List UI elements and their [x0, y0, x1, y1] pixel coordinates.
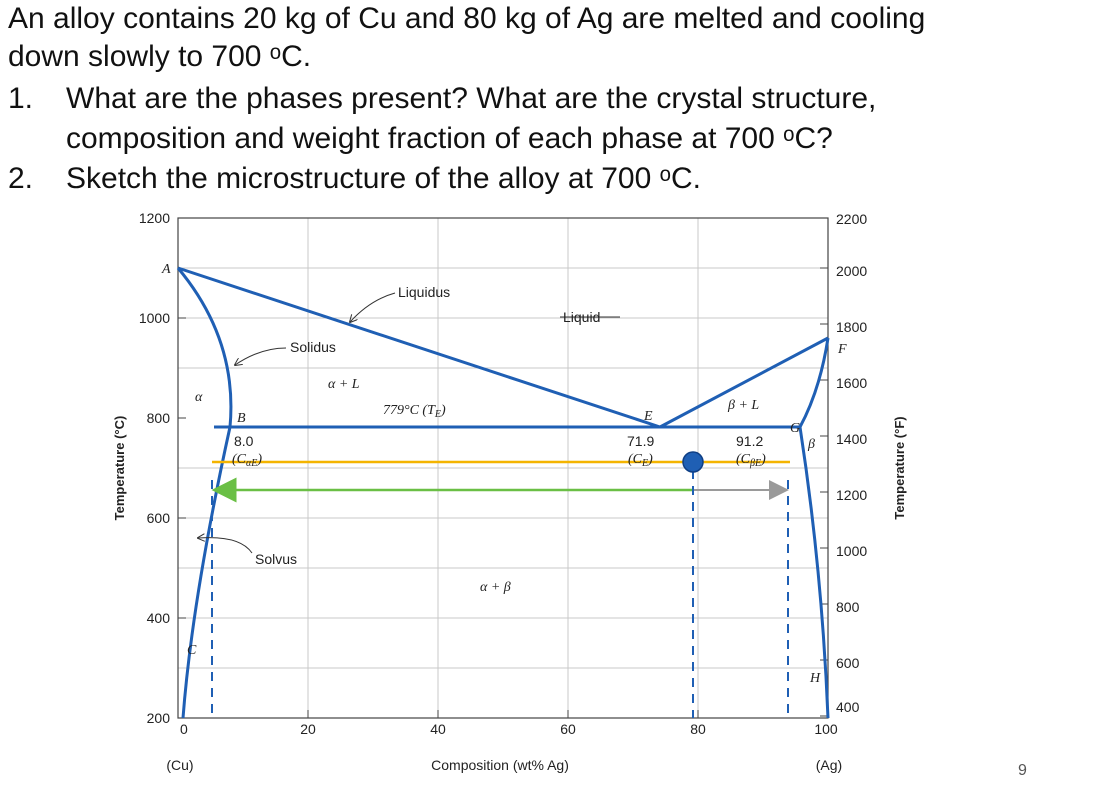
x-end-cu: (Cu) — [166, 757, 193, 773]
y-right-tick-2200: 2200 — [836, 211, 867, 227]
y-right-tick-1200: 1200 — [836, 487, 867, 503]
point-f: F — [837, 342, 847, 357]
label-solvus: Solvus — [255, 551, 297, 567]
y-left-tick-800: 800 — [147, 410, 171, 426]
y-right-tick-1800: 1800 — [836, 319, 867, 335]
x-tick-80: 80 — [690, 721, 706, 737]
x-tick-40: 40 — [430, 721, 446, 737]
left-axis-title: Temperature (°C) — [112, 416, 127, 521]
alloy-point — [683, 452, 703, 472]
y-left-tick-600: 600 — [147, 510, 171, 526]
label-alpha-plus-l: α + L — [328, 377, 360, 392]
y-left-tick-400: 400 — [147, 610, 171, 626]
c-beta-value: 91.2 — [736, 433, 763, 449]
c-e-label: (CE) — [628, 452, 653, 469]
label-liquidus: Liquidus — [398, 284, 450, 300]
y-left-tick-1200: 1200 — [139, 210, 170, 226]
y-right-tick-400: 400 — [836, 699, 860, 715]
point-b: B — [237, 411, 246, 426]
point-g: G — [790, 421, 800, 436]
point-a: A — [161, 262, 171, 277]
bottom-axis-ticks — [308, 710, 698, 718]
label-solidus: Solidus — [290, 339, 336, 355]
c-e-value: 71.9 — [627, 433, 654, 449]
liquidus-right — [660, 338, 828, 427]
phase-boundaries — [178, 268, 828, 718]
x-tick-100: 100 — [814, 721, 838, 737]
y-right-tick-1400: 1400 — [836, 431, 867, 447]
x-tick-60: 60 — [560, 721, 576, 737]
c-alpha-value: 8.0 — [234, 433, 254, 449]
right-axis-title: Temperature (°F) — [892, 416, 907, 519]
y-left-tick-1000: 1000 — [139, 310, 170, 326]
label-eutectic-temp: 779°C (TE) — [383, 403, 446, 420]
label-liquid: Liquid — [563, 309, 600, 325]
x-axis-title: Composition (wt% Ag) — [431, 757, 569, 773]
label-beta-phase: β — [807, 437, 815, 452]
x-tick-20: 20 — [300, 721, 316, 737]
y-right-tick-800: 800 — [836, 599, 860, 615]
y-right-tick-1600: 1600 — [836, 375, 867, 391]
y-right-tick-600: 600 — [836, 655, 860, 671]
label-alpha-phase: α — [195, 390, 203, 405]
c-beta-label: (CβE) — [736, 452, 766, 469]
x-tick-0: 0 — [180, 721, 188, 737]
y-right-tick-1000: 1000 — [836, 543, 867, 559]
point-c: C — [187, 643, 197, 658]
y-left-tick-200: 200 — [147, 710, 171, 726]
label-alpha-plus-beta: α + β — [480, 580, 511, 595]
label-beta-plus-l: β + L — [727, 398, 759, 413]
page-number: 9 — [1018, 762, 1027, 780]
grid — [178, 218, 828, 718]
solidus-left — [178, 268, 231, 427]
c-alpha-label: (CαE) — [232, 452, 262, 469]
x-end-ag: (Ag) — [816, 757, 842, 773]
solidus-leader — [235, 348, 286, 365]
solvus-left — [183, 427, 230, 718]
y-right-tick-2000: 2000 — [836, 263, 867, 279]
point-e: E — [643, 409, 653, 424]
point-h: H — [809, 671, 821, 686]
